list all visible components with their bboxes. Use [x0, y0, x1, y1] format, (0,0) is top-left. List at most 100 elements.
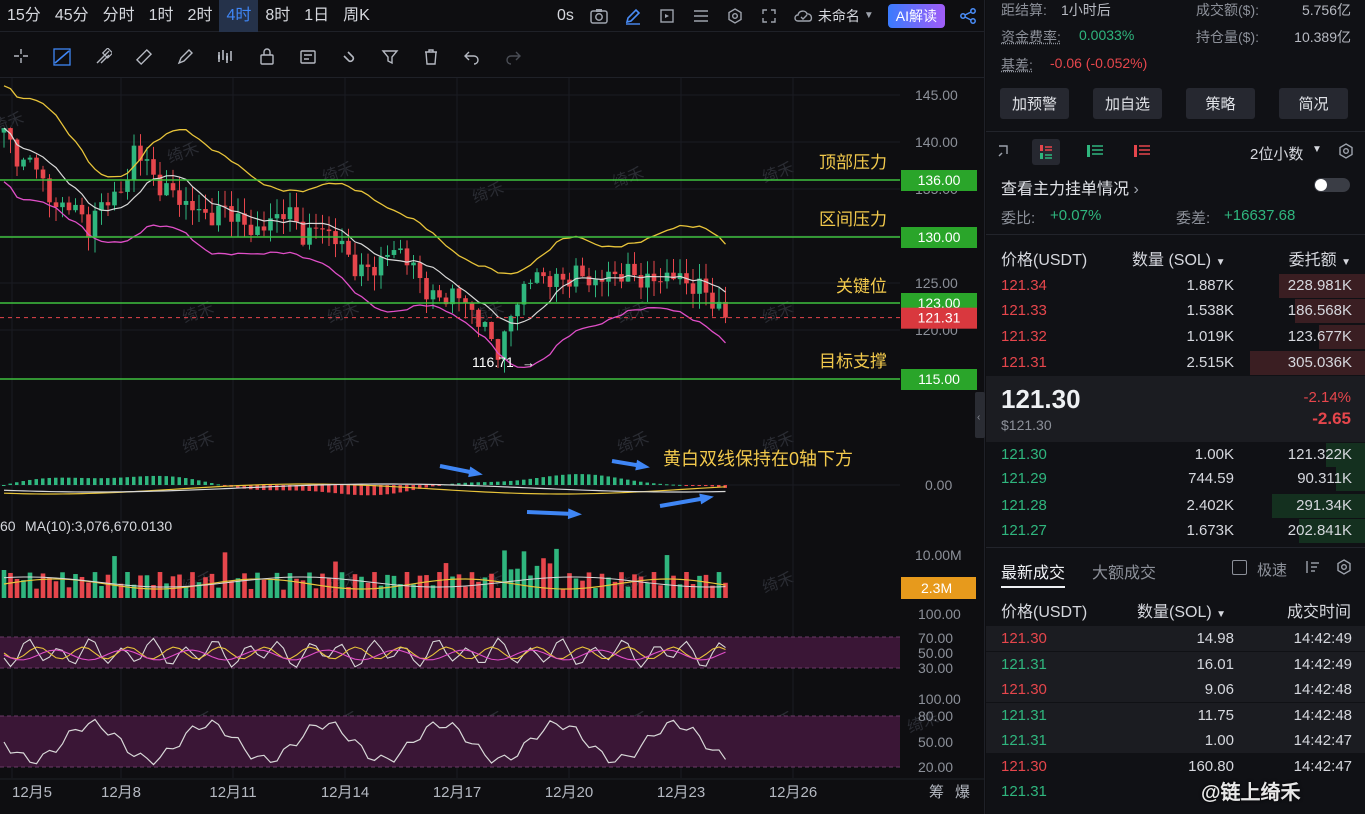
brush-icon[interactable]	[164, 36, 205, 78]
trade-time: 14:42:47	[1293, 732, 1352, 749]
trades-header-qty[interactable]: 数量(SOL) ▼	[1137, 604, 1227, 621]
bid-row[interactable]: 121.29 744.59 90.311K	[986, 466, 1365, 491]
add-alert-button[interactable]: 加预警	[1000, 88, 1069, 119]
volume-bar	[118, 583, 124, 598]
replay-icon[interactable]	[650, 0, 684, 32]
tab-large-trades[interactable]: 大额成交	[1092, 565, 1157, 582]
settle-label: 距结算:	[1001, 2, 1047, 18]
ob-header-qty[interactable]: 数量 (SOL) ▼	[1132, 252, 1226, 269]
timeframe-0[interactable]: 15分	[7, 6, 41, 24]
settings-hex-icon[interactable]	[718, 0, 752, 32]
settings-hex-icon[interactable]	[1336, 559, 1352, 575]
undo-icon[interactable]	[451, 36, 492, 78]
trend-line-icon[interactable]	[41, 36, 82, 78]
settings-hex-icon[interactable]	[1338, 143, 1354, 159]
trade-qty: 16.01	[1196, 655, 1234, 673]
crosshair-icon[interactable]	[0, 36, 41, 78]
ai-analysis-button[interactable]: AI解读	[887, 3, 945, 28]
ask-row[interactable]: 121.32 1.019K 123.677K	[986, 324, 1365, 349]
candle	[424, 271, 429, 314]
depth-bar	[1250, 350, 1365, 375]
candle	[1, 128, 7, 148]
fast-checkbox[interactable]	[1232, 560, 1247, 575]
bid-row[interactable]: 121.27 1.673K 202.841K	[986, 518, 1365, 543]
ask-qty: 1.538K	[1186, 302, 1234, 319]
macd-bar	[346, 485, 350, 495]
ob-header-total[interactable]: 委托额 ▼	[1288, 252, 1351, 269]
trash-icon[interactable]	[410, 36, 451, 78]
level-label: 关键位	[836, 277, 887, 296]
chip-button[interactable]: 筹	[929, 784, 944, 801]
candle	[658, 268, 663, 294]
blue-arrow-icon	[439, 464, 483, 478]
macd-bar	[216, 484, 220, 486]
timeframe-1[interactable]: 45分	[54, 6, 89, 24]
macd-bar	[554, 475, 558, 485]
liquidation-button[interactable]: 爆	[955, 784, 970, 801]
macd-bar	[41, 478, 45, 485]
layout-selector[interactable]: 未命名 ▼	[786, 6, 882, 26]
redo-icon[interactable]	[492, 36, 533, 78]
timeframe-8[interactable]: 周K	[343, 6, 370, 24]
fullscreen-icon[interactable]	[752, 0, 786, 32]
magnet-icon[interactable]	[328, 36, 369, 78]
ask-row[interactable]: 121.34 1.887K 228.981K	[986, 273, 1365, 298]
filter-sort-icon[interactable]	[1304, 559, 1320, 575]
change-abs: -2.65	[1312, 409, 1351, 428]
camera-icon[interactable]	[582, 0, 616, 32]
candle	[307, 213, 312, 250]
timeframe-3[interactable]: 1时	[148, 6, 174, 24]
timeframe-6[interactable]: 8时	[265, 6, 291, 24]
ask-row[interactable]: 121.33 1.538K 186.568K	[986, 298, 1365, 323]
pattern-icon[interactable]	[205, 36, 246, 78]
lock-icon[interactable]	[246, 36, 287, 78]
macd-bar	[606, 476, 610, 485]
volume-bar	[651, 572, 657, 598]
level-label: 区间压力	[819, 210, 887, 229]
price-chart[interactable]: 绮禾绮禾绮禾绮禾绮禾绮禾绮禾绮禾绮禾绮禾绮禾绮禾绮禾绮禾绮禾绮禾绮禾绮禾绮禾绮禾…	[0, 78, 985, 814]
tab-latest-trades[interactable]: 最新成交	[1001, 559, 1066, 588]
orderbook-bids-view-icon[interactable]	[1086, 143, 1104, 159]
volume-bar	[21, 580, 26, 598]
orderbook-asks-view-icon[interactable]	[1133, 143, 1151, 159]
text-note-icon[interactable]	[287, 36, 328, 78]
overview-button[interactable]: 简况	[1279, 88, 1348, 119]
main-orders-link[interactable]: 查看主力挂单情况 ›	[1001, 175, 1139, 199]
divider	[986, 547, 1365, 548]
kdj-tick: 80.00	[918, 708, 953, 724]
macd-bar	[639, 481, 643, 485]
timeframe-7[interactable]: 1日	[304, 6, 330, 24]
candle	[580, 257, 585, 277]
volume-bar	[346, 586, 351, 598]
filter-icon[interactable]	[369, 36, 410, 78]
timeframe-5[interactable]: 4时	[219, 0, 259, 32]
candle	[554, 268, 559, 302]
corner-arrow-icon[interactable]	[996, 143, 1012, 159]
bid-row[interactable]: 121.28 2.402K 291.34K	[986, 493, 1365, 518]
orderbook-both-view-icon[interactable]	[1032, 139, 1060, 165]
add-watchlist-button[interactable]: 加自选	[1093, 88, 1162, 119]
volume-bar	[567, 573, 572, 598]
indicator-list-icon[interactable]	[684, 0, 718, 32]
main-orders-toggle[interactable]	[1314, 178, 1350, 192]
macd-bar	[125, 477, 129, 485]
timeframe-2[interactable]: 分时	[102, 6, 135, 24]
ask-row[interactable]: 121.31 2.515K 305.036K	[986, 350, 1365, 375]
ruler-icon[interactable]	[123, 36, 164, 78]
candle	[235, 198, 241, 237]
bid-row[interactable]: 121.30 1.00K 121.322K	[986, 442, 1365, 467]
decimals-select[interactable]: 2位小数	[1250, 146, 1304, 163]
trade-time: 14:42:47	[1293, 757, 1352, 775]
volume-bar	[359, 576, 364, 598]
timeframe-4[interactable]: 2时	[187, 6, 213, 24]
volume-bar	[560, 589, 566, 598]
ask-qty: 2.515K	[1186, 354, 1234, 371]
level-price-tag	[901, 227, 977, 248]
candle	[255, 211, 260, 236]
draw-pen-icon[interactable]	[616, 0, 650, 32]
panel-collapse-handle[interactable]	[975, 392, 985, 438]
fib-icon[interactable]	[82, 36, 123, 78]
share-icon[interactable]	[951, 0, 985, 32]
candle	[547, 270, 553, 300]
strategy-button[interactable]: 策略	[1186, 88, 1255, 119]
